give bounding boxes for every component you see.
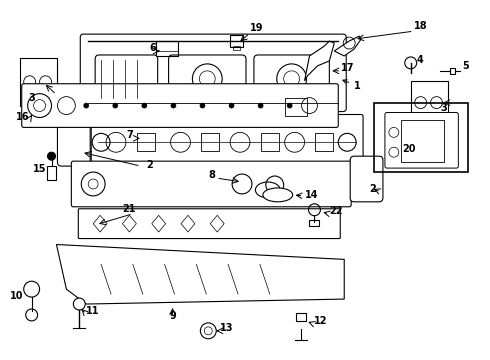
Text: 6: 6 xyxy=(149,43,156,53)
Text: 4: 4 xyxy=(416,55,423,65)
FancyBboxPatch shape xyxy=(350,156,383,202)
Text: 1: 1 xyxy=(343,80,361,91)
Bar xyxy=(20,58,57,105)
Polygon shape xyxy=(181,215,195,232)
Text: 5: 5 xyxy=(462,61,469,71)
Polygon shape xyxy=(122,215,136,232)
Circle shape xyxy=(142,103,147,108)
Circle shape xyxy=(287,103,292,108)
Text: 17: 17 xyxy=(341,63,355,73)
Text: 12: 12 xyxy=(314,316,327,326)
FancyBboxPatch shape xyxy=(57,121,90,166)
Bar xyxy=(233,46,240,50)
Circle shape xyxy=(113,103,118,108)
Bar xyxy=(310,220,319,226)
Text: 7: 7 xyxy=(126,130,133,140)
Bar xyxy=(401,121,444,162)
Text: 11: 11 xyxy=(86,306,100,316)
Circle shape xyxy=(24,281,40,297)
Bar xyxy=(316,133,333,151)
Circle shape xyxy=(84,103,89,108)
Text: 14: 14 xyxy=(305,190,318,200)
Text: 2: 2 xyxy=(369,184,376,194)
FancyBboxPatch shape xyxy=(78,209,340,239)
Circle shape xyxy=(171,103,176,108)
Text: 22: 22 xyxy=(329,206,343,216)
Text: 21: 21 xyxy=(122,204,136,214)
Bar xyxy=(374,103,468,172)
Text: 3: 3 xyxy=(28,93,35,103)
Bar xyxy=(156,41,177,56)
Bar xyxy=(201,133,219,151)
Text: 2: 2 xyxy=(146,160,152,170)
Bar xyxy=(47,166,56,180)
Text: 13: 13 xyxy=(220,323,234,333)
FancyBboxPatch shape xyxy=(72,161,351,207)
FancyBboxPatch shape xyxy=(80,34,346,112)
Bar xyxy=(411,81,448,125)
Circle shape xyxy=(48,152,55,160)
Circle shape xyxy=(74,298,85,310)
Bar xyxy=(450,68,455,74)
Circle shape xyxy=(258,103,263,108)
FancyBboxPatch shape xyxy=(254,55,329,103)
Polygon shape xyxy=(56,244,344,304)
Polygon shape xyxy=(334,36,361,56)
Ellipse shape xyxy=(263,188,293,202)
Bar xyxy=(230,35,243,47)
Bar xyxy=(285,98,307,116)
Circle shape xyxy=(200,103,205,108)
Text: 15: 15 xyxy=(33,164,47,174)
Bar xyxy=(295,313,306,321)
FancyBboxPatch shape xyxy=(22,84,338,127)
Circle shape xyxy=(229,103,234,108)
Text: 8: 8 xyxy=(208,170,215,180)
Text: 16: 16 xyxy=(16,112,30,122)
FancyBboxPatch shape xyxy=(91,114,363,170)
Bar xyxy=(137,133,155,151)
Polygon shape xyxy=(210,215,224,232)
Circle shape xyxy=(405,57,416,69)
Text: 3: 3 xyxy=(441,103,447,113)
Text: 10: 10 xyxy=(10,291,24,301)
FancyBboxPatch shape xyxy=(95,55,158,103)
Text: 20: 20 xyxy=(402,144,416,154)
Text: 18: 18 xyxy=(414,21,427,31)
FancyBboxPatch shape xyxy=(385,113,458,168)
Polygon shape xyxy=(152,215,166,232)
Polygon shape xyxy=(305,41,334,81)
Ellipse shape xyxy=(255,182,280,198)
Polygon shape xyxy=(93,215,107,232)
FancyBboxPatch shape xyxy=(169,55,246,103)
Text: 19: 19 xyxy=(250,23,264,33)
Bar xyxy=(261,133,279,151)
Text: 9: 9 xyxy=(169,311,176,321)
